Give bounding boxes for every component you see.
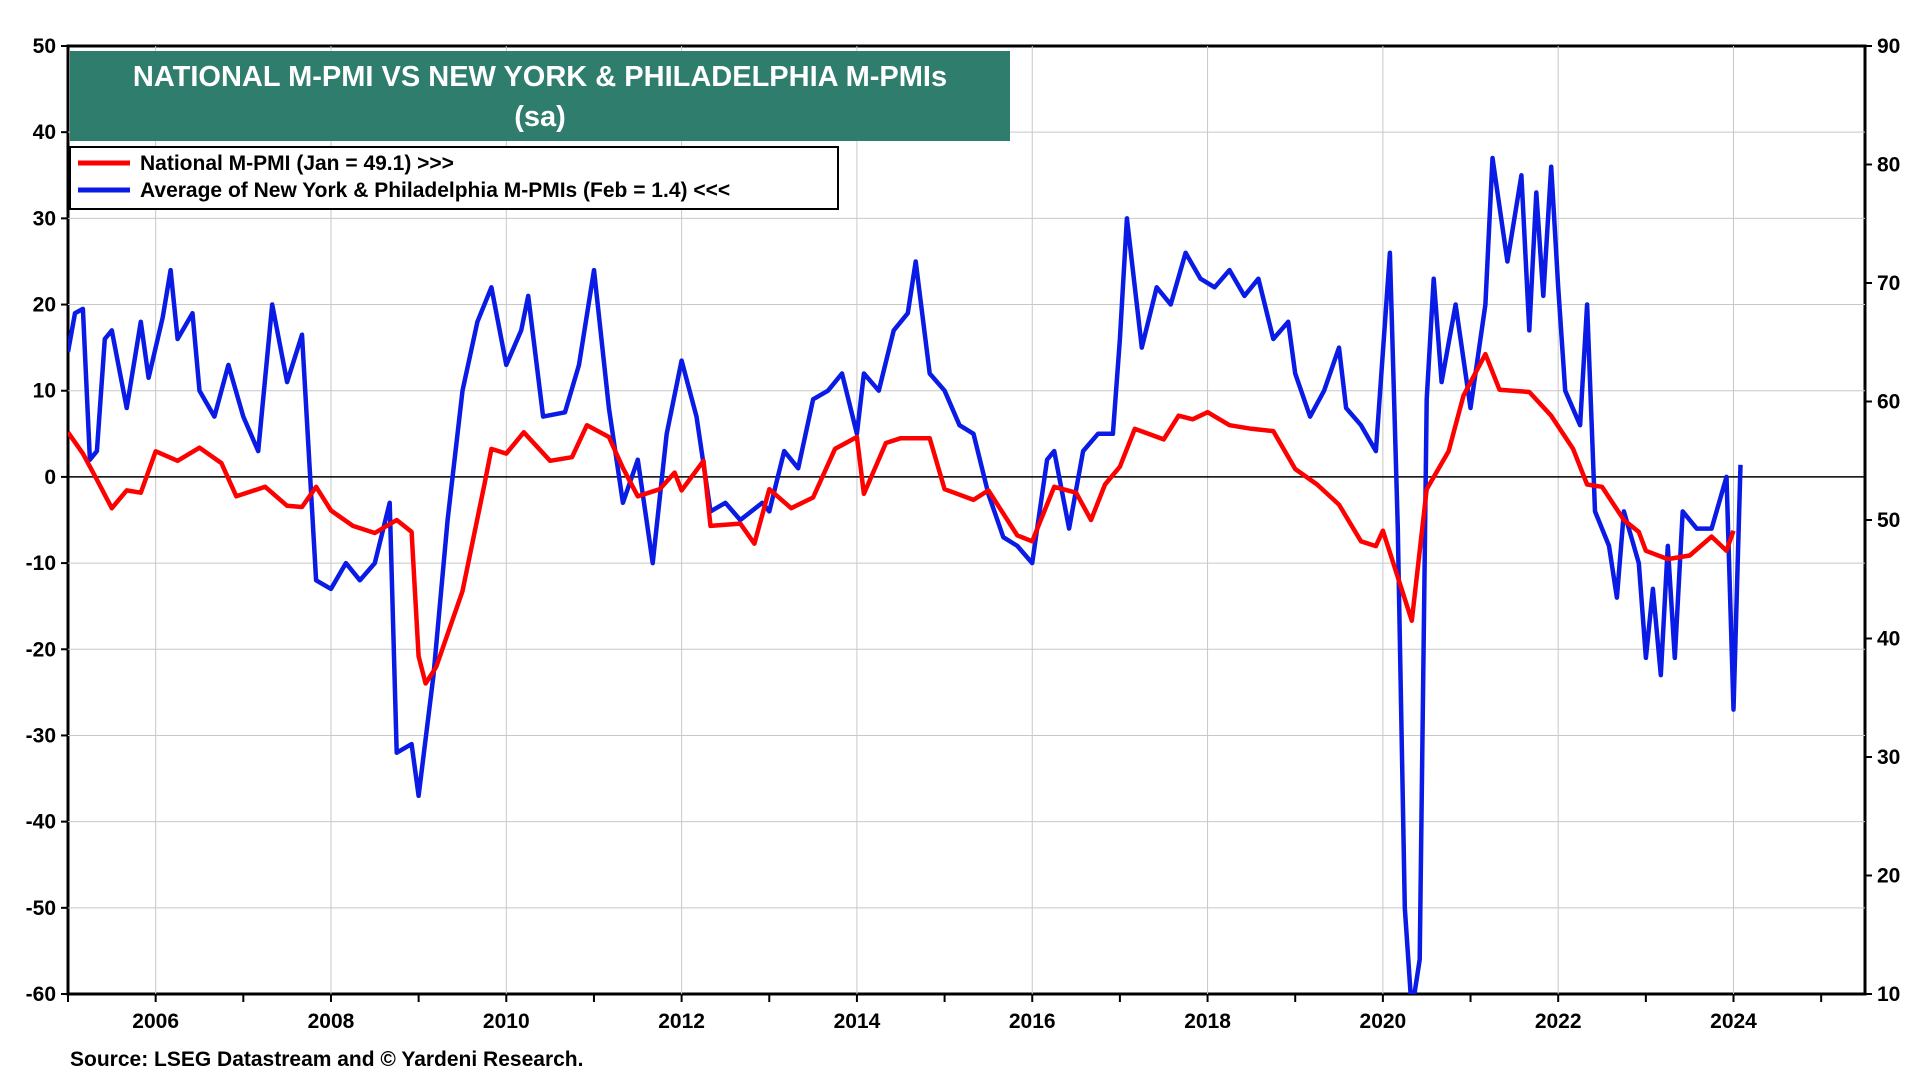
left-axis-label-10: -50 — [26, 897, 56, 920]
x-axis-label-0: 2006 — [132, 1010, 179, 1033]
x-axis-label-4: 2014 — [834, 1010, 881, 1033]
series-line-regional — [68, 155, 1743, 994]
right-axis-label-0: 90 — [1877, 35, 1900, 58]
right-axis-label-7: 20 — [1877, 865, 1900, 888]
right-axis-label-6: 30 — [1877, 746, 1900, 769]
chart-title: NATIONAL M-PMI VS NEW YORK & PHILADELPHI… — [133, 61, 947, 93]
x-axis-label-8: 2022 — [1535, 1010, 1582, 1033]
left-axis-label-3: 20 — [33, 294, 56, 317]
left-axis-label-1: 40 — [33, 121, 56, 144]
left-axis-label-7: -20 — [26, 638, 56, 661]
axis-layer: 50403020100-10-20-30-40-50-6090807060504… — [26, 35, 1901, 1033]
legend-label-regional: Average of New York & Philadelphia M-PMI… — [140, 179, 730, 202]
left-axis-label-4: 10 — [33, 380, 56, 403]
left-axis-label-11: -60 — [26, 983, 56, 1006]
chart-subtitle: (sa) — [514, 101, 566, 133]
legend-box — [69, 146, 839, 210]
right-axis-label-1: 80 — [1877, 154, 1900, 177]
left-axis-label-5: 0 — [44, 466, 56, 489]
source-note: Source: LSEG Datastream and © Yardeni Re… — [70, 1048, 583, 1071]
legend-label-national: National M-PMI (Jan = 49.1) >>> — [140, 152, 454, 175]
right-axis-label-5: 40 — [1877, 628, 1900, 651]
title-background — [70, 51, 1010, 141]
right-axis-label-8: 10 — [1877, 983, 1900, 1006]
right-axis-label-4: 50 — [1877, 509, 1900, 532]
chart-title-box: NATIONAL M-PMI VS NEW YORK & PHILADELPHI… — [70, 51, 1010, 141]
left-axis-label-8: -30 — [26, 724, 56, 747]
right-axis-label-2: 70 — [1877, 272, 1900, 295]
x-axis-label-9: 2024 — [1710, 1010, 1757, 1033]
legend: National M-PMI (Jan = 49.1) >>> Average … — [69, 146, 839, 210]
x-axis-label-1: 2008 — [308, 1010, 355, 1033]
x-axis-label-2: 2010 — [483, 1010, 530, 1033]
x-axis-label-5: 2016 — [1009, 1010, 1056, 1033]
left-axis-label-9: -40 — [26, 811, 56, 834]
x-axis-label-6: 2018 — [1184, 1010, 1231, 1033]
x-axis-label-3: 2012 — [658, 1010, 705, 1033]
series-line-national — [68, 351, 1736, 686]
series-layer — [68, 155, 1743, 994]
x-axis-label-7: 2020 — [1360, 1010, 1407, 1033]
left-axis-label-0: 50 — [33, 35, 56, 58]
right-axis-label-3: 60 — [1877, 391, 1900, 414]
left-axis-label-2: 30 — [33, 207, 56, 230]
left-axis-label-6: -10 — [26, 552, 56, 575]
